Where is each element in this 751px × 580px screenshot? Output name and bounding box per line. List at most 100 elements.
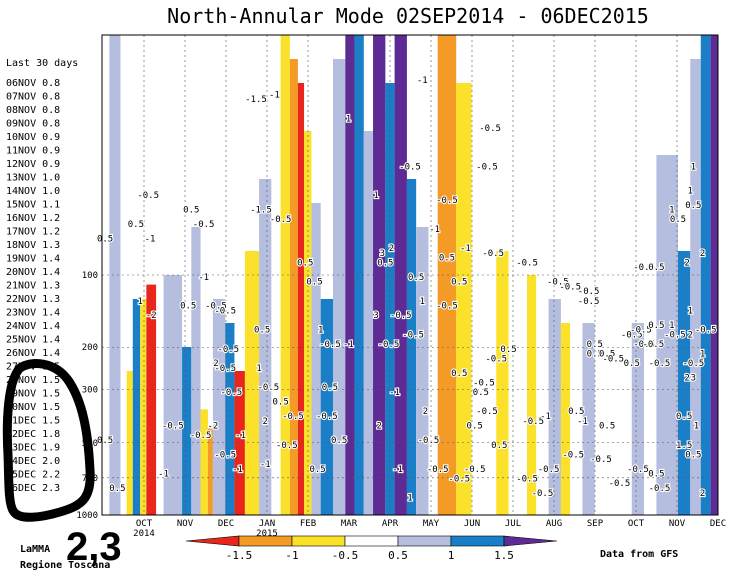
colorbar-label: 0.5 xyxy=(388,549,408,562)
contour-label: -1 xyxy=(429,225,440,235)
nam-band xyxy=(548,299,561,515)
nam-band xyxy=(700,35,711,515)
contour-label: 2 xyxy=(688,330,693,340)
contour-label: -0.5 xyxy=(464,465,486,475)
contour-label: -2 xyxy=(146,311,157,321)
contour-label: 1 xyxy=(407,494,412,504)
contour-label: -0.5 xyxy=(627,465,649,475)
contour-label: 2 xyxy=(684,258,689,268)
contour-label: -1 xyxy=(392,465,403,475)
contour-label: -0.5 xyxy=(270,215,292,225)
side-panel-row: 26NOV 1.4 xyxy=(6,348,60,359)
nam-band xyxy=(496,251,509,515)
side-panel-row: 08NOV 0.8 xyxy=(6,105,60,116)
contour-label: -0.5 xyxy=(390,311,412,321)
contour-label: 0.5 xyxy=(676,412,692,422)
y-tick-label: 300 xyxy=(82,386,98,396)
contour-label: -0.5 xyxy=(649,484,671,494)
colorbar-swatch xyxy=(450,535,505,547)
nam-band xyxy=(289,59,298,515)
chart-title: North-Annular Mode 02SEP2014 - 06DEC2015 xyxy=(167,4,649,28)
contour-label: -0.5 xyxy=(190,431,212,441)
annotation-scribble: 2,3 xyxy=(2,359,122,569)
last-30-days-panel: Last 30 days 06NOV 0.8 07NOV 0.8 08NOV 0.8… xyxy=(6,58,78,494)
side-panel-row: 11NOV 0.9 xyxy=(6,146,60,157)
side-panel-row: 25NOV 1.4 xyxy=(6,335,60,346)
nam-band xyxy=(345,35,355,515)
contour-label: -0.5 xyxy=(193,220,215,230)
y-tick-label: 200 xyxy=(82,343,98,353)
contour-label: 3 xyxy=(380,249,385,259)
contour-label: 0.5 xyxy=(599,422,615,432)
colorbar-swatch xyxy=(397,535,452,547)
contour-label: 1 xyxy=(373,191,378,201)
colorbar-swatch xyxy=(185,535,240,547)
contour-label: -0.5 xyxy=(516,474,538,484)
contour-label: 0.5 xyxy=(97,436,113,446)
contour-label: -0.5 xyxy=(609,479,631,489)
side-panel-row: 07NOV 0.8 xyxy=(6,92,60,103)
contour-label: -0.5 xyxy=(532,489,554,499)
credit-data-source: Data from GFS xyxy=(600,549,678,560)
side-panel-row: 23NOV 1.4 xyxy=(6,308,60,319)
nam-band xyxy=(373,35,386,515)
contour-label: -0.5 xyxy=(602,354,624,364)
contour-label: 1 xyxy=(694,422,699,432)
contour-label: 0.5 xyxy=(685,450,701,460)
side-panel-row: 06NOV 0.8 xyxy=(6,78,60,89)
contour-label: -0.5 xyxy=(214,306,236,316)
nam-band xyxy=(437,35,457,515)
x-tick-label: JUN xyxy=(464,519,480,529)
side-panel-row: 09NOV 0.8 xyxy=(6,119,60,130)
contour-label: 0.5 xyxy=(587,340,603,350)
side-panel-row: 28NOV 1.5 xyxy=(6,375,60,386)
nam-band xyxy=(102,35,110,515)
contour-label: -1 xyxy=(540,412,551,422)
contour-label: 0.5 xyxy=(451,369,467,379)
side-panel-row: 12NOV 0.9 xyxy=(6,159,60,170)
contour-label: 0.5 xyxy=(491,441,507,451)
side-panel-row: 10NOV 0.9 xyxy=(6,132,60,143)
contour-label: 2 xyxy=(684,374,689,384)
contour-label: 0.5 xyxy=(254,326,270,336)
contour-label: 0.5 xyxy=(648,470,664,480)
nam-band xyxy=(140,299,147,515)
contour-label: 1 xyxy=(691,162,696,172)
contour-label: 0.5 xyxy=(309,465,325,475)
contour-label: -0.5 xyxy=(642,340,664,350)
nam-band xyxy=(631,323,645,515)
x-tick-label: NOV xyxy=(669,519,686,529)
side-panel-row: 15NOV 1.1 xyxy=(6,200,60,211)
contour-label: 0.5 xyxy=(624,359,640,369)
side-panel-row: 22NOV 1.3 xyxy=(6,294,60,305)
nam-band xyxy=(527,275,537,515)
contour-label: 0.5 xyxy=(439,254,455,264)
colorbar: -1.5 -1 -0.5 0.5 1 1.5 xyxy=(185,535,558,562)
side-panel-row: 20NOV 1.4 xyxy=(6,267,60,278)
nam-band xyxy=(156,35,164,515)
contour-label: 0.5 xyxy=(568,407,584,417)
nam-band xyxy=(710,35,718,515)
nam-band xyxy=(406,179,417,515)
side-panel-row: 29NOV 1.5 xyxy=(6,389,60,400)
nam-band xyxy=(109,35,121,515)
x-tick-label: JUL xyxy=(505,519,521,529)
nam-band xyxy=(163,275,183,515)
nam-band xyxy=(311,203,321,515)
nam-band xyxy=(182,347,192,515)
side-panel-row: 14NOV 1.0 xyxy=(6,186,60,197)
contour-label: -1 xyxy=(577,417,588,427)
contour-label: 0.5 xyxy=(180,302,196,312)
contour-label: 2 xyxy=(700,489,705,499)
contour-label: -0.5 xyxy=(621,330,643,340)
x-year-label: 2015 xyxy=(256,529,278,539)
nam-band xyxy=(280,35,290,515)
contour-label: 1 xyxy=(256,364,261,374)
contour-label: -1 xyxy=(232,465,243,475)
nam-band xyxy=(259,179,272,515)
contour-label: -0.5 xyxy=(217,345,239,355)
side-panel-row: 06DEC 2.3 xyxy=(6,483,60,494)
contour-label: 0.5 xyxy=(128,220,144,230)
contour-label: 2 xyxy=(213,359,218,369)
contour-label: -0.5 xyxy=(316,412,338,422)
